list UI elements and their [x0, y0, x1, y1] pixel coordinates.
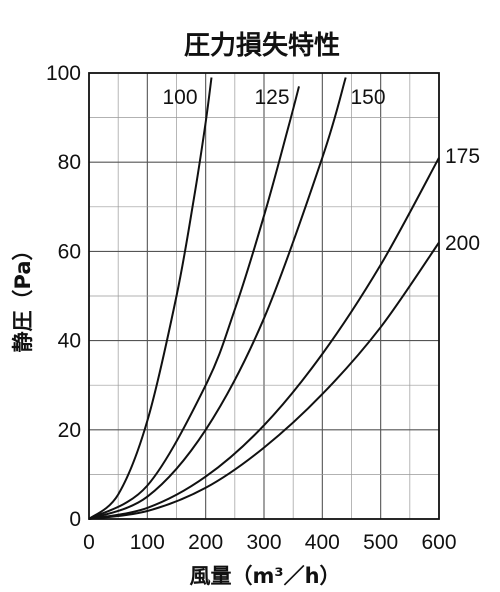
curves [88, 77, 440, 520]
plot-frame [88, 72, 440, 520]
y-tick-label: 40 [58, 330, 81, 353]
series-line-100 [88, 77, 213, 520]
series-line-150 [88, 77, 347, 520]
series-label-100: 100 [162, 86, 197, 109]
y-tick-label: 100 [46, 62, 81, 85]
y-tick-labels: 0 20 40 60 80 100 [46, 62, 81, 531]
series-label-125: 125 [254, 86, 289, 109]
x-tick-labels: 0 100 200 300 400 500 600 [83, 531, 456, 554]
x-axis-label: 風量（m³／h） [189, 564, 340, 588]
y-tick-label: 80 [58, 151, 81, 174]
x-tick-label: 200 [188, 531, 223, 554]
x-tick-label: 600 [421, 531, 456, 554]
x-tick-label: 500 [363, 531, 398, 554]
series-line-200 [88, 241, 440, 520]
chart-title: 圧力損失特性 [184, 30, 340, 61]
y-tick-label: 0 [69, 508, 81, 531]
series-label-150: 150 [350, 86, 385, 109]
series-line-125 [88, 86, 300, 520]
series-line-175 [88, 157, 440, 520]
y-axis-label: 静圧（Pa） [11, 240, 35, 353]
series-label-175: 175 [445, 145, 480, 168]
x-tick-label: 100 [130, 531, 165, 554]
y-tick-label: 60 [58, 240, 81, 263]
x-tick-label: 0 [83, 531, 95, 554]
x-tick-label: 300 [246, 531, 281, 554]
grid [89, 73, 439, 519]
x-tick-label: 400 [305, 531, 340, 554]
y-tick-label: 20 [58, 419, 81, 442]
series-labels: 100 125 150 175 200 [162, 86, 480, 255]
series-label-200: 200 [445, 232, 480, 255]
